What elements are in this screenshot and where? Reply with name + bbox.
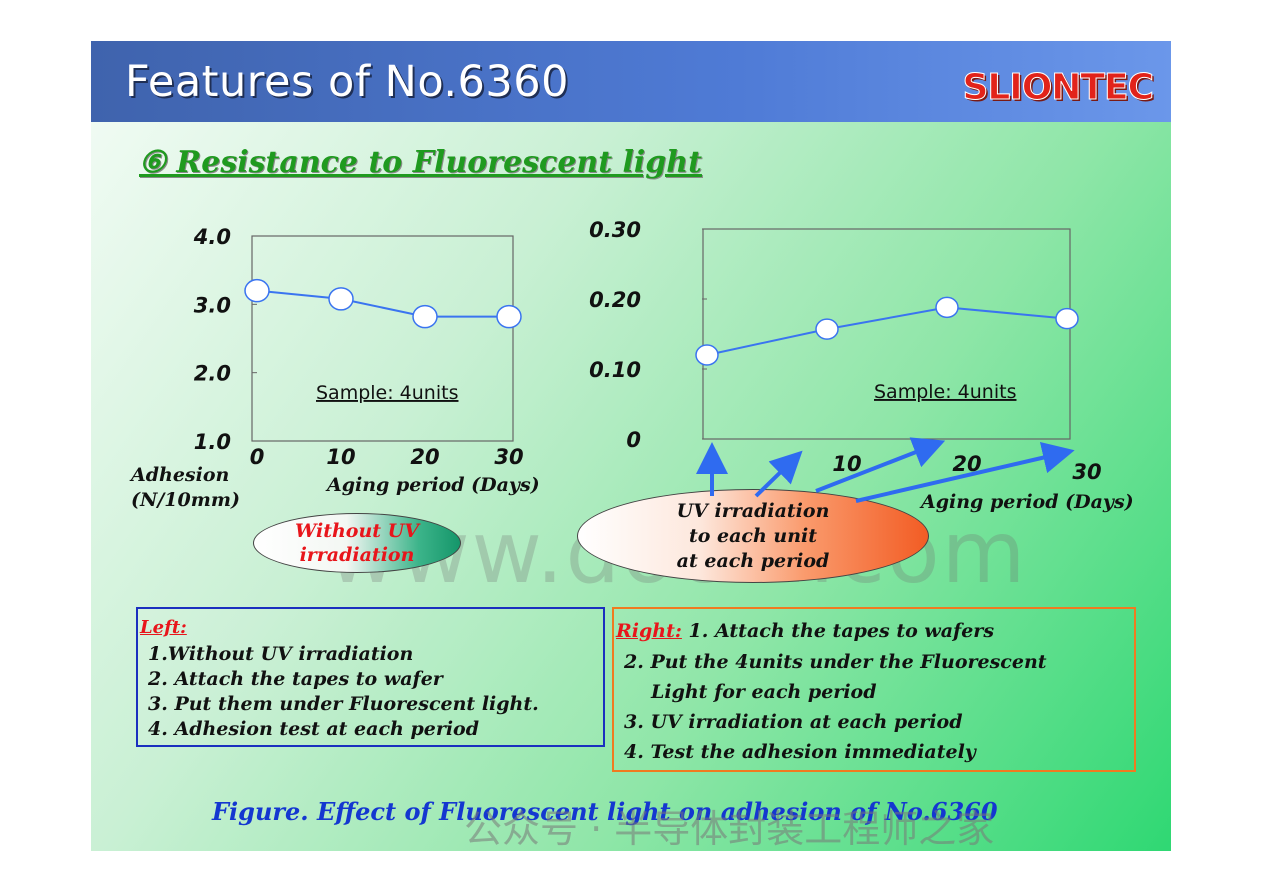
callout-right-line2: to each unit	[688, 524, 818, 547]
right-xtick-label: 30	[1072, 460, 1101, 484]
right-ytick-label: 0.10	[589, 358, 641, 382]
left-series-line	[256, 289, 509, 318]
right-xlabel: Aging period (Days)	[919, 491, 1134, 513]
left-ylabel-line2: (N/10mm)	[131, 489, 240, 511]
left-box-item-2: 2. Attach the tapes to wafer	[148, 668, 443, 690]
left-data-point	[328, 287, 354, 311]
right-data-point	[1055, 307, 1079, 330]
figure-caption: Figure. Effect of Fluorescent light on a…	[212, 797, 998, 826]
right-ytick-label: 0	[626, 428, 641, 452]
brand-logo: SLIONTEC	[962, 67, 1155, 109]
header-bar: Features of No.6360 SLIONTEC	[91, 41, 1171, 122]
left-data-point	[496, 304, 522, 329]
left-box-item-3: 3. Put them under Fluorescent light.	[148, 693, 539, 715]
left-box-heading: Left:	[140, 617, 187, 638]
right-plot-frame	[702, 228, 1071, 440]
arrow-to-day-20	[815, 437, 946, 493]
left-ylabel-line1: Adhesion	[129, 464, 229, 486]
callout-right-line1: UV irradiation	[676, 499, 830, 522]
left-plot-frame	[251, 235, 514, 442]
section-subtitle: ⑥ Resistance to Fluorescent light	[139, 145, 702, 180]
callout-left-line2: irradiation	[299, 544, 415, 566]
left-sample-annotation: Sample: 4units	[316, 382, 458, 404]
right-ytick-label: 0.30	[589, 218, 641, 242]
right-data-point	[815, 318, 839, 340]
left-box-item-1: 1.Without UV irradiation	[148, 643, 414, 665]
left-data-point	[412, 304, 438, 329]
right-data-point	[935, 296, 959, 319]
right-adhesion-chart: 00.100.200.30 10 20 30 Aging period (Days)…	[589, 218, 1134, 513]
right-xtick-label: 10	[832, 452, 861, 476]
right-procedure-box: Right: 1. Attach the tapes to wafers 2. …	[612, 607, 1136, 772]
right-series-line	[706, 306, 1068, 356]
callout-left-line1: Without UV	[294, 520, 419, 542]
left-ytick-label: 2.0	[194, 362, 231, 386]
left-ytick-label: 4.0	[193, 225, 231, 249]
right-ytick-label: 0.20	[589, 288, 641, 312]
right-box-item-1: 1. Attach the tapes to wafers	[688, 620, 995, 642]
callout-uv-irradiation: UV irradiation to each unit at each peri…	[577, 489, 929, 583]
right-sample-annotation: Sample: 4units	[874, 381, 1016, 403]
left-adhesion-chart: 1.0 2.0 3.0 4.0 0 10 20 30 Adhesion (N/10mm) A…	[129, 225, 540, 511]
arrow-to-day-30	[855, 441, 1075, 503]
right-box-item-2a: 2. Put the 4units under the Fluorescent	[624, 651, 1047, 673]
left-xtick-label: 30	[494, 445, 523, 469]
left-ytick-label: 1.0	[194, 430, 231, 454]
left-procedure-box: Left: 1.Without UV irradiation 2. Attach…	[136, 607, 605, 747]
right-box-item-2b: Light for each period	[651, 681, 877, 703]
right-box-line-1: Right: 1. Attach the tapes to wafers	[616, 620, 994, 642]
left-xlabel: Aging period (Days)	[325, 474, 540, 496]
callout-without-uv: Without UV irradiation	[253, 513, 461, 573]
left-box-item-4: 4. Adhesion test at each period	[148, 718, 480, 740]
right-box-item-3: 3. UV irradiation at each period	[624, 711, 963, 733]
left-xtick-label: 20	[410, 445, 439, 469]
right-data-point	[695, 344, 719, 366]
arrow-to-day-10	[754, 450, 803, 498]
left-xtick-label: 0	[250, 445, 265, 469]
right-box-heading: Right:	[616, 620, 682, 642]
callout-arrows	[696, 437, 1075, 503]
left-data-point	[244, 278, 270, 303]
left-xtick-label: 10	[326, 445, 355, 469]
slide: Features of No.6360 SLIONTEC ⑥ Resistanc…	[91, 41, 1171, 851]
callout-right-line3: at each period	[676, 549, 830, 572]
right-box-item-4: 4. Test the adhesion immediately	[624, 741, 976, 763]
left-ytick-label: 3.0	[194, 293, 231, 317]
page-title: Features of No.6360	[125, 57, 569, 107]
